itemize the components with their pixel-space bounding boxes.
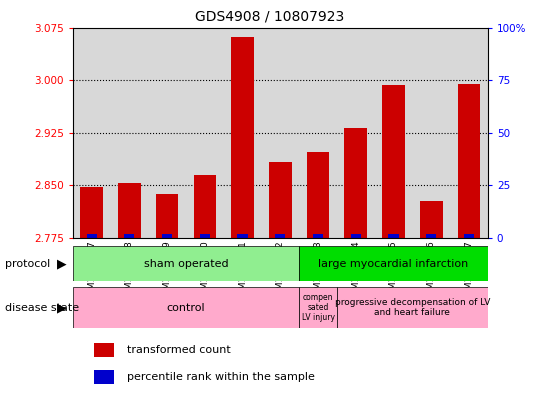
- Text: large myocardial infarction: large myocardial infarction: [319, 259, 468, 269]
- Bar: [73, 246, 299, 281]
- Text: disease state: disease state: [5, 303, 80, 312]
- Bar: [238, 233, 247, 238]
- Bar: [231, 37, 254, 238]
- Bar: [389, 233, 398, 238]
- Bar: [307, 152, 329, 238]
- Bar: [337, 287, 488, 328]
- Text: compen
sated
LV injury: compen sated LV injury: [301, 293, 335, 322]
- Bar: [125, 233, 134, 238]
- Text: control: control: [167, 303, 205, 312]
- Bar: [464, 233, 474, 238]
- Bar: [426, 233, 436, 238]
- Text: percentile rank within the sample: percentile rank within the sample: [127, 372, 315, 382]
- Bar: [269, 162, 292, 238]
- Bar: [275, 233, 285, 238]
- Text: progressive decompensation of LV
and heart failure: progressive decompensation of LV and hea…: [335, 298, 490, 317]
- Text: ▶: ▶: [57, 257, 67, 270]
- Bar: [94, 343, 114, 357]
- Bar: [80, 187, 103, 238]
- Bar: [351, 233, 361, 238]
- Text: ▶: ▶: [57, 301, 67, 314]
- Bar: [299, 246, 488, 281]
- Bar: [420, 201, 443, 238]
- Bar: [313, 233, 323, 238]
- Bar: [118, 183, 141, 238]
- Text: protocol: protocol: [5, 259, 51, 269]
- Bar: [344, 128, 367, 238]
- Bar: [458, 84, 480, 238]
- Bar: [156, 194, 178, 238]
- Bar: [382, 85, 405, 238]
- Bar: [299, 287, 337, 328]
- Bar: [162, 233, 172, 238]
- Text: sham operated: sham operated: [143, 259, 229, 269]
- Text: transformed count: transformed count: [127, 345, 231, 355]
- Bar: [87, 233, 96, 238]
- Bar: [194, 174, 216, 238]
- Text: GDS4908 / 10807923: GDS4908 / 10807923: [195, 10, 344, 24]
- Bar: [94, 370, 114, 384]
- Bar: [73, 287, 299, 328]
- Bar: [200, 233, 210, 238]
